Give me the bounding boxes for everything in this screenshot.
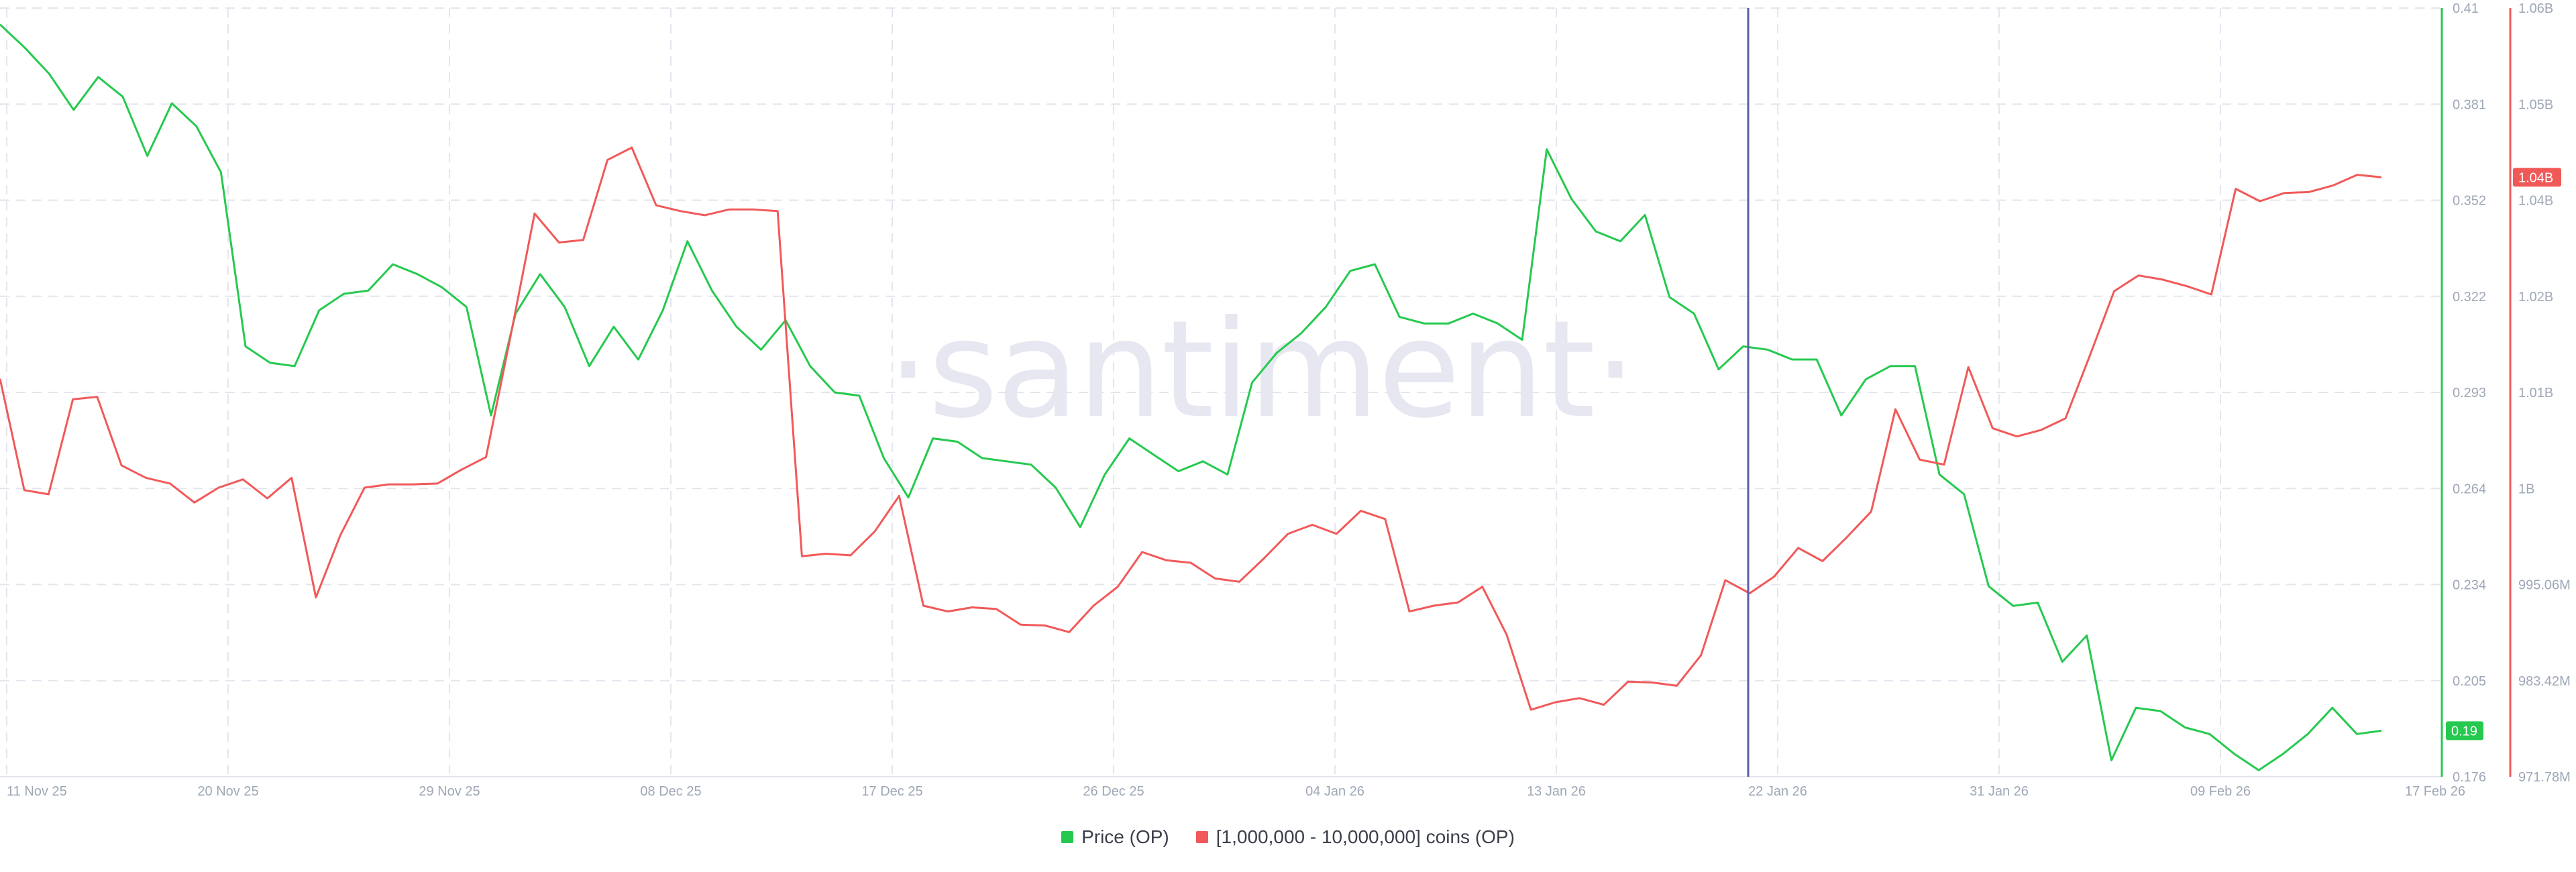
x-tick-label: 04 Jan 26 <box>1305 784 1364 799</box>
legend-item-holders[interactable]: [1,000,000 - 10,000,000] coins (OP) <box>1195 826 1515 848</box>
x-tick-label: 20 Nov 25 <box>197 784 258 799</box>
x-tick-label: 13 Jan 26 <box>1527 784 1586 799</box>
legend: Price (OP) [1,000,000 - 10,000,000] coin… <box>0 826 2576 848</box>
grid <box>0 7 2443 777</box>
price-tick-label: 0.176 <box>2453 770 2486 785</box>
series-layer <box>0 23 2382 771</box>
holders-tick-label: 1.05B <box>2518 97 2553 112</box>
legend-label-holders: [1,000,000 - 10,000,000] coins (OP) <box>1216 826 1515 847</box>
x-tick-label: 09 Feb 26 <box>2190 784 2251 799</box>
x-tick-label: 29 Nov 25 <box>419 784 480 799</box>
price-tick-label: 0.41 <box>2453 1 2479 16</box>
legend-swatch-holders <box>1195 831 1208 843</box>
x-tick-label: 08 Dec 25 <box>640 784 701 799</box>
holders-tick-label: 1.04B <box>2518 194 2553 209</box>
price-tick-label: 0.322 <box>2453 290 2486 305</box>
holders-current-label: 1.04B <box>2518 170 2553 185</box>
x-tick-label: 22 Jan 26 <box>1748 784 1807 799</box>
axes <box>0 8 2512 777</box>
price-tick-label: 0.381 <box>2453 97 2486 112</box>
x-tick-label: 26 Dec 25 <box>1083 784 1144 799</box>
holders-tick-label: 983.42M <box>2518 674 2571 689</box>
holders-series-line <box>0 146 2382 711</box>
price-tick-label: 0.352 <box>2453 194 2486 209</box>
price-series-line <box>0 23 2382 771</box>
legend-label-price: Price (OP) <box>1081 826 1169 847</box>
holders-current-badge <box>2513 168 2561 187</box>
x-tick-label: 17 Feb 26 <box>2405 784 2465 799</box>
legend-swatch-price <box>1061 831 1074 843</box>
holders-tick-label: 971.78M <box>2518 770 2571 785</box>
price-current-label: 0.19 <box>2451 724 2477 739</box>
watermark: ·santiment· <box>887 292 1635 448</box>
axis-labels: 0.41 0.381 0.352 0.322 0.293 0.264 0.234 0.205 0… <box>7 1 2571 799</box>
price-current-badge <box>2446 721 2483 741</box>
price-tick-label: 0.234 <box>2453 578 2486 593</box>
holders-tick-label: 1B <box>2518 482 2534 496</box>
x-tick-label: 11 Nov 25 <box>7 784 67 799</box>
x-tick-label: 31 Jan 26 <box>1970 784 2029 799</box>
price-tick-label: 0.293 <box>2453 386 2486 400</box>
holders-tick-label: 995.06M <box>2518 578 2571 593</box>
holders-tick-label: 1.02B <box>2518 290 2553 305</box>
legend-item-price[interactable]: Price (OP) <box>1061 826 1169 848</box>
price-tick-label: 0.264 <box>2453 482 2486 496</box>
holders-tick-label: 1.01B <box>2518 386 2553 400</box>
holders-tick-label: 1.06B <box>2518 1 2553 16</box>
price-tick-label: 0.205 <box>2453 674 2486 689</box>
x-tick-label: 17 Dec 25 <box>861 784 922 799</box>
